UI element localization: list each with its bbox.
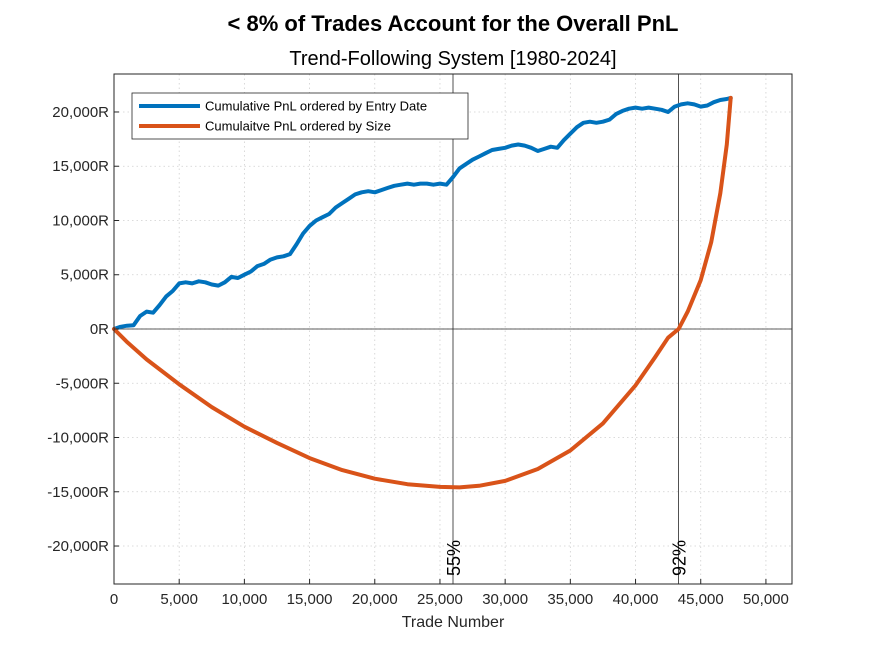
x-tick-label-3: 15,000 <box>287 591 333 608</box>
vline-label-1: 92% <box>670 540 690 576</box>
legend-label-size: Cumulaitve PnL ordered by Size <box>205 119 391 134</box>
x-tick-label-0: 0 <box>110 591 118 608</box>
chart-subtitle: Trend-Following System [1980-2024] <box>289 48 616 70</box>
y-tick-label-2: -10,000R <box>47 430 109 447</box>
legend-label-entry-date: Cumulative PnL ordered by Entry Date <box>205 99 427 114</box>
y-ticks: -20,000R -15,000R -10,000R -5,000R 0R 5,000R 1… <box>47 104 119 555</box>
y-tick-label-4: 0R <box>90 321 109 338</box>
y-tick-label-0: -20,000R <box>47 538 109 555</box>
y-tick-label-5: 5,000R <box>61 267 110 284</box>
x-tick-label-6: 30,000 <box>482 591 528 608</box>
chart-title: < 8% of Trades Account for the Overall P… <box>228 11 679 36</box>
x-tick-label-7: 35,000 <box>547 591 593 608</box>
x-tick-label-8: 40,000 <box>613 591 659 608</box>
x-axis-label: Trade Number <box>402 614 505 631</box>
y-tick-label-6: 10,000R <box>52 212 109 229</box>
x-tick-label-2: 10,000 <box>221 591 267 608</box>
legend-box <box>131 92 469 140</box>
y-tick-label-8: 20,000R <box>52 104 109 121</box>
vline-label-0: 55% <box>444 540 464 576</box>
legend: Cumulative PnL ordered by Entry Date Cum… <box>131 92 469 140</box>
series-line-0 <box>112 95 733 331</box>
y-tick-label-1: -15,000R <box>47 484 109 501</box>
x-tick-label-4: 20,000 <box>352 591 398 608</box>
y-tick-label-7: 15,000R <box>52 158 109 175</box>
series-line-1 <box>112 95 733 490</box>
x-ticks: 0 5,000 10,000 15,000 20,000 25,000 30,000 35,0… <box>110 579 789 608</box>
x-tick-label-9: 45,000 <box>678 591 724 608</box>
x-tick-label-5: 25,000 <box>417 591 463 608</box>
x-tick-label-1: 5,000 <box>160 591 198 608</box>
y-tick-label-3: -5,000R <box>56 375 110 392</box>
x-tick-label-10: 50,000 <box>743 591 789 608</box>
series-lines <box>112 95 733 490</box>
